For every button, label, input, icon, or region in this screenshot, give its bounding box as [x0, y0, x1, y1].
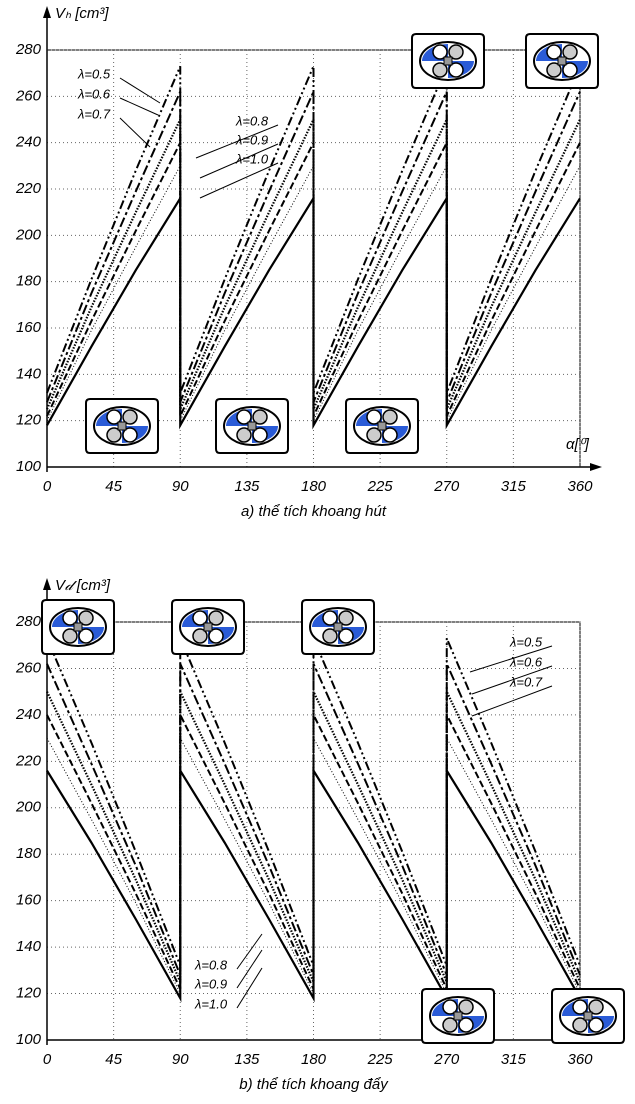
x-tick-label: 0	[43, 1051, 52, 1068]
y-tick-label: 260	[15, 659, 42, 676]
y-axis-label: Vₕ [cm³]	[55, 5, 109, 22]
x-tick-label: 45	[105, 478, 122, 495]
y-tick-label: 280	[15, 41, 42, 58]
rotor-icon	[346, 399, 418, 453]
x-tick-label: 90	[172, 478, 189, 495]
y-tick-label: 180	[16, 845, 42, 862]
legend-label: λ=0.8	[235, 113, 269, 128]
series-line	[47, 198, 580, 425]
figure: 100 120 140 160 180 200 220 240 260 280 0 45 90 135 18…	[0, 0, 635, 1104]
rotor-icon	[422, 989, 494, 1043]
legend-leader	[120, 78, 160, 103]
y-tick-label: 260	[15, 87, 42, 104]
y-tick-label: 240	[15, 134, 42, 151]
x-tick-label: 270	[433, 478, 460, 495]
y-tick-label: 140	[16, 938, 42, 955]
y-tick-label: 240	[15, 706, 42, 723]
x-tick-label: 180	[301, 478, 327, 495]
y-tick-label: 120	[16, 985, 42, 1002]
y-axis-arrow	[43, 6, 51, 18]
legend-label: λ=1.0	[235, 151, 269, 166]
y-tick-label: 200	[15, 226, 42, 243]
legend-leader	[237, 968, 262, 1008]
y-tick-label: 140	[16, 365, 42, 382]
y-tick-label: 220	[15, 752, 42, 769]
x-tick-label: 270	[433, 1051, 460, 1068]
y-axis-arrow	[43, 578, 51, 590]
rotor-icon	[86, 399, 158, 453]
legend-leader	[200, 163, 278, 198]
x-axis-arrow	[590, 463, 602, 471]
legend-label: λ=0.7	[77, 106, 111, 121]
legend-leader	[472, 686, 552, 716]
x-tick-label: 45	[105, 1051, 122, 1068]
x-tick-label: 360	[567, 1051, 593, 1068]
y-tick-label: 100	[16, 458, 42, 475]
rotor-icon	[412, 34, 484, 88]
caption: a) thể tích khoang hút	[241, 503, 387, 520]
panel: 100 120 140 160 180 200 220 240 260 280 0 45 90 135 18…	[15, 5, 602, 520]
y-tick-label: 100	[16, 1031, 42, 1048]
x-tick-label: 0	[43, 478, 52, 495]
caption: b) thể tích khoang đẩy	[239, 1076, 389, 1093]
rotor-icon	[42, 600, 114, 654]
rotor-icon	[216, 399, 288, 453]
rotor-icon	[172, 600, 244, 654]
y-tick-label: 120	[16, 412, 42, 429]
y-tick-label: 160	[16, 892, 42, 909]
legend-label: λ=0.9	[194, 976, 227, 991]
x-tick-label: 315	[501, 1051, 527, 1068]
legend-label: λ=0.7	[509, 674, 543, 689]
x-tick-label: 135	[234, 478, 260, 495]
x-tick-label: 90	[172, 1051, 189, 1068]
legend-label: λ=0.5	[77, 66, 111, 81]
x-tick-label: 180	[301, 1051, 327, 1068]
x-tick-label: 225	[367, 1051, 394, 1068]
legend-label: λ=0.6	[509, 654, 543, 669]
legend-leader	[237, 934, 262, 969]
x-tick-label: 360	[567, 478, 593, 495]
y-axis-label: V𝒹 [cm³]	[55, 577, 111, 594]
legend-leader	[237, 950, 262, 988]
legend-label: λ=1.0	[194, 996, 228, 1011]
rotor-icon	[302, 600, 374, 654]
rotor-icon	[526, 34, 598, 88]
legend-label: λ=0.8	[194, 957, 228, 972]
y-tick-label: 280	[15, 613, 42, 630]
legend-label: λ=0.5	[509, 634, 543, 649]
legend-label: λ=0.9	[235, 132, 268, 147]
x-tick-label: 315	[501, 478, 527, 495]
y-tick-label: 220	[15, 180, 42, 197]
x-axis-label: α[⁰]	[566, 436, 590, 453]
y-tick-label: 160	[16, 319, 42, 336]
rotor-icon	[552, 989, 624, 1043]
panel: 100 120 140 160 180 200 220 240 260 280 0 45 90 135 18…	[15, 577, 624, 1093]
x-tick-label: 135	[234, 1051, 260, 1068]
y-tick-label: 200	[15, 799, 42, 816]
y-tick-label: 180	[16, 273, 42, 290]
legend-leader	[120, 98, 158, 115]
legend-label: λ=0.6	[77, 86, 111, 101]
x-tick-label: 225	[367, 478, 394, 495]
